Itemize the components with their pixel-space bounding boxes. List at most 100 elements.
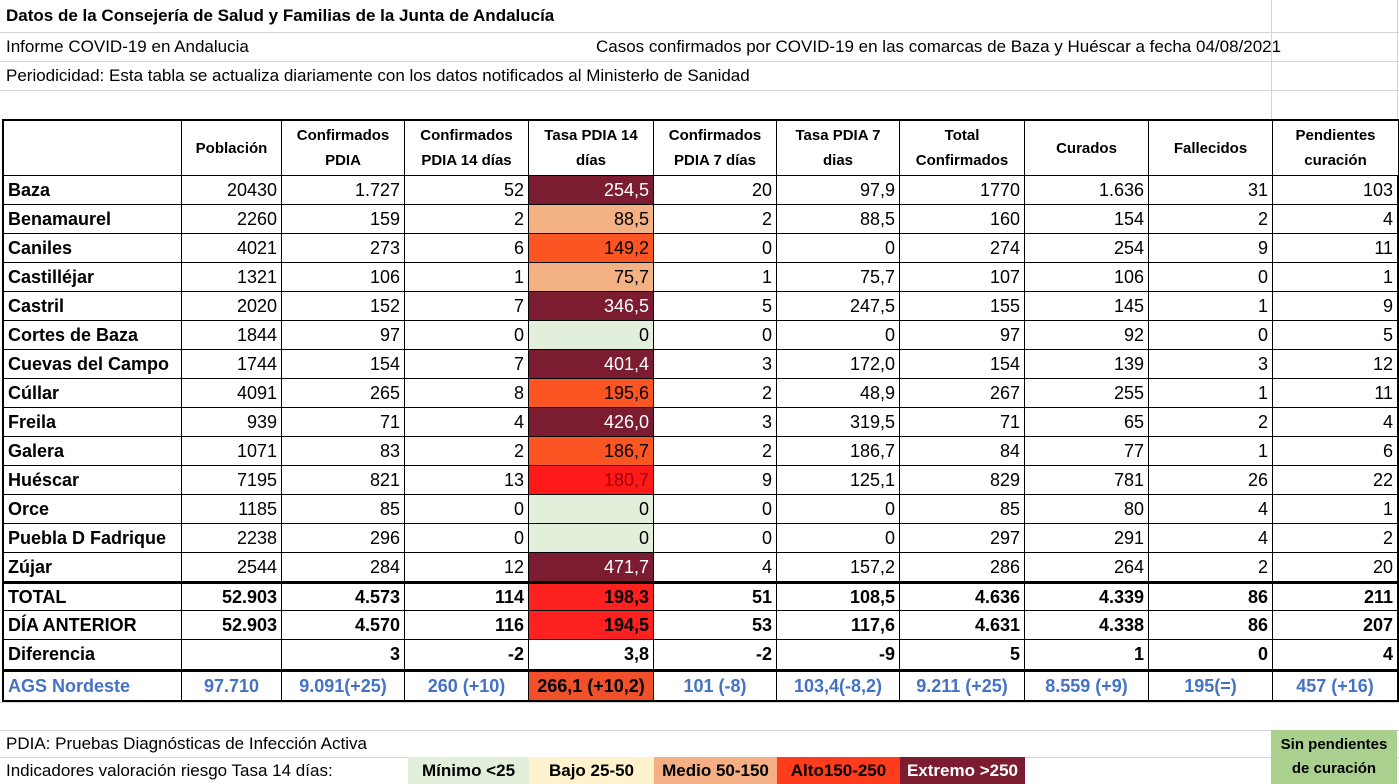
table-cell: 106 xyxy=(282,263,405,292)
column-header: Total Confirmados xyxy=(900,119,1025,176)
table-cell: 195,6 xyxy=(529,379,654,408)
table-cell: 116 xyxy=(405,611,529,640)
table-cell: 6 xyxy=(405,234,529,263)
table-cell: 75,7 xyxy=(529,263,654,292)
table-cell: 155 xyxy=(900,292,1025,321)
table-cell: 186,7 xyxy=(777,437,900,466)
table-cell: 84 xyxy=(900,437,1025,466)
table-cell: 426,0 xyxy=(529,408,654,437)
table-cell: 5 xyxy=(900,640,1025,670)
table-cell: 48,9 xyxy=(777,379,900,408)
table-cell: 1 xyxy=(1149,437,1273,466)
table-cell: 2 xyxy=(654,437,777,466)
table-cell: 159 xyxy=(282,205,405,234)
table-cell: 0 xyxy=(654,495,777,524)
table-cell: 4.570 xyxy=(282,611,405,640)
row-name: Orce xyxy=(2,495,182,524)
table-cell: 1 xyxy=(1273,263,1399,292)
table-cell: 12 xyxy=(405,553,529,582)
table-cell: 31 xyxy=(1149,176,1273,205)
column-header: Tasa PDIA 7 dias xyxy=(777,119,900,176)
row-name: Huéscar xyxy=(2,466,182,495)
table-cell: 1321 xyxy=(182,263,282,292)
table-cell: 1 xyxy=(654,263,777,292)
table-cell: 4.339 xyxy=(1025,582,1149,611)
table-cell: 194,5 xyxy=(529,611,654,640)
table-cell: 207 xyxy=(1273,611,1399,640)
row-name: Freila xyxy=(2,408,182,437)
table-cell: 0 xyxy=(405,495,529,524)
periodicity: Periodicidad: Esta tabla se actualiza di… xyxy=(6,65,750,85)
table-cell: 4 xyxy=(1273,205,1399,234)
table-cell: 4091 xyxy=(182,379,282,408)
column-header: Fallecidos xyxy=(1149,119,1273,176)
table-cell: 152 xyxy=(282,292,405,321)
table-cell: 7 xyxy=(405,350,529,379)
table-cell: 85 xyxy=(282,495,405,524)
row-name: Cúllar xyxy=(2,379,182,408)
row-name: Cuevas del Campo xyxy=(2,350,182,379)
row-name: Zújar xyxy=(2,553,182,582)
table-cell: 274 xyxy=(900,234,1025,263)
table-cell: 1 xyxy=(1149,292,1273,321)
table-cell: 401,4 xyxy=(529,350,654,379)
table-cell: 1770 xyxy=(900,176,1025,205)
table-cell: 160 xyxy=(900,205,1025,234)
table-cell: 53 xyxy=(654,611,777,640)
table-cell: 172,0 xyxy=(777,350,900,379)
table-cell: 0 xyxy=(405,524,529,553)
table-cell: 145 xyxy=(1025,292,1149,321)
table-cell: 264 xyxy=(1025,553,1149,582)
table-cell: 211 xyxy=(1273,582,1399,611)
table-cell: 180,7 xyxy=(529,466,654,495)
table-cell: 471,7 xyxy=(529,553,654,582)
table-cell: 2 xyxy=(1149,205,1273,234)
table-cell: 9 xyxy=(654,466,777,495)
table-cell: 4021 xyxy=(182,234,282,263)
table-cell: 117,6 xyxy=(777,611,900,640)
table-cell: 4.573 xyxy=(282,582,405,611)
table-cell: 829 xyxy=(900,466,1025,495)
table-cell: 101 (-8) xyxy=(654,670,777,702)
table-cell: 2238 xyxy=(182,524,282,553)
table-cell: 821 xyxy=(282,466,405,495)
table-cell: 7195 xyxy=(182,466,282,495)
table-cell: 97 xyxy=(282,321,405,350)
table-cell: -2 xyxy=(405,640,529,670)
table-cell: 1744 xyxy=(182,350,282,379)
table-cell: 149,2 xyxy=(529,234,654,263)
table-cell: 125,1 xyxy=(777,466,900,495)
column-header: Población xyxy=(182,119,282,176)
row-name: Galera xyxy=(2,437,182,466)
table-cell: 939 xyxy=(182,408,282,437)
table-cell: 107 xyxy=(900,263,1025,292)
row-name: Puebla D Fadrique xyxy=(2,524,182,553)
table-cell: 1.727 xyxy=(282,176,405,205)
legend-item: Medio 50-150 xyxy=(654,757,777,784)
table-cell: 260 (+10) xyxy=(405,670,529,702)
column-header: Confirmados PDIA 14 días xyxy=(405,119,529,176)
table-cell: 247,5 xyxy=(777,292,900,321)
table-cell: 52.903 xyxy=(182,582,282,611)
table-cell: 254 xyxy=(1025,234,1149,263)
table-cell: 0 xyxy=(1149,321,1273,350)
table-cell: 97 xyxy=(900,321,1025,350)
report: Informe COVID-19 en Andalucia xyxy=(6,36,249,56)
table-cell: 2 xyxy=(654,205,777,234)
row-name: Cortes de Baza xyxy=(2,321,182,350)
table-cell: 71 xyxy=(900,408,1025,437)
table-cell: 255 xyxy=(1025,379,1149,408)
row-name: Diferencia xyxy=(2,640,182,670)
table-cell: 3,8 xyxy=(529,640,654,670)
table-cell: 1185 xyxy=(182,495,282,524)
table-cell: 346,5 xyxy=(529,292,654,321)
table-cell: 139 xyxy=(1025,350,1149,379)
table-cell: 4 xyxy=(1273,408,1399,437)
table-cell: 781 xyxy=(1025,466,1149,495)
legend-item: Mínimo <25 xyxy=(408,757,529,784)
table-cell: 4 xyxy=(1149,495,1273,524)
table-cell: 1844 xyxy=(182,321,282,350)
table-cell: -2 xyxy=(654,640,777,670)
table-cell: 2 xyxy=(405,205,529,234)
table-cell: 1 xyxy=(1025,640,1149,670)
